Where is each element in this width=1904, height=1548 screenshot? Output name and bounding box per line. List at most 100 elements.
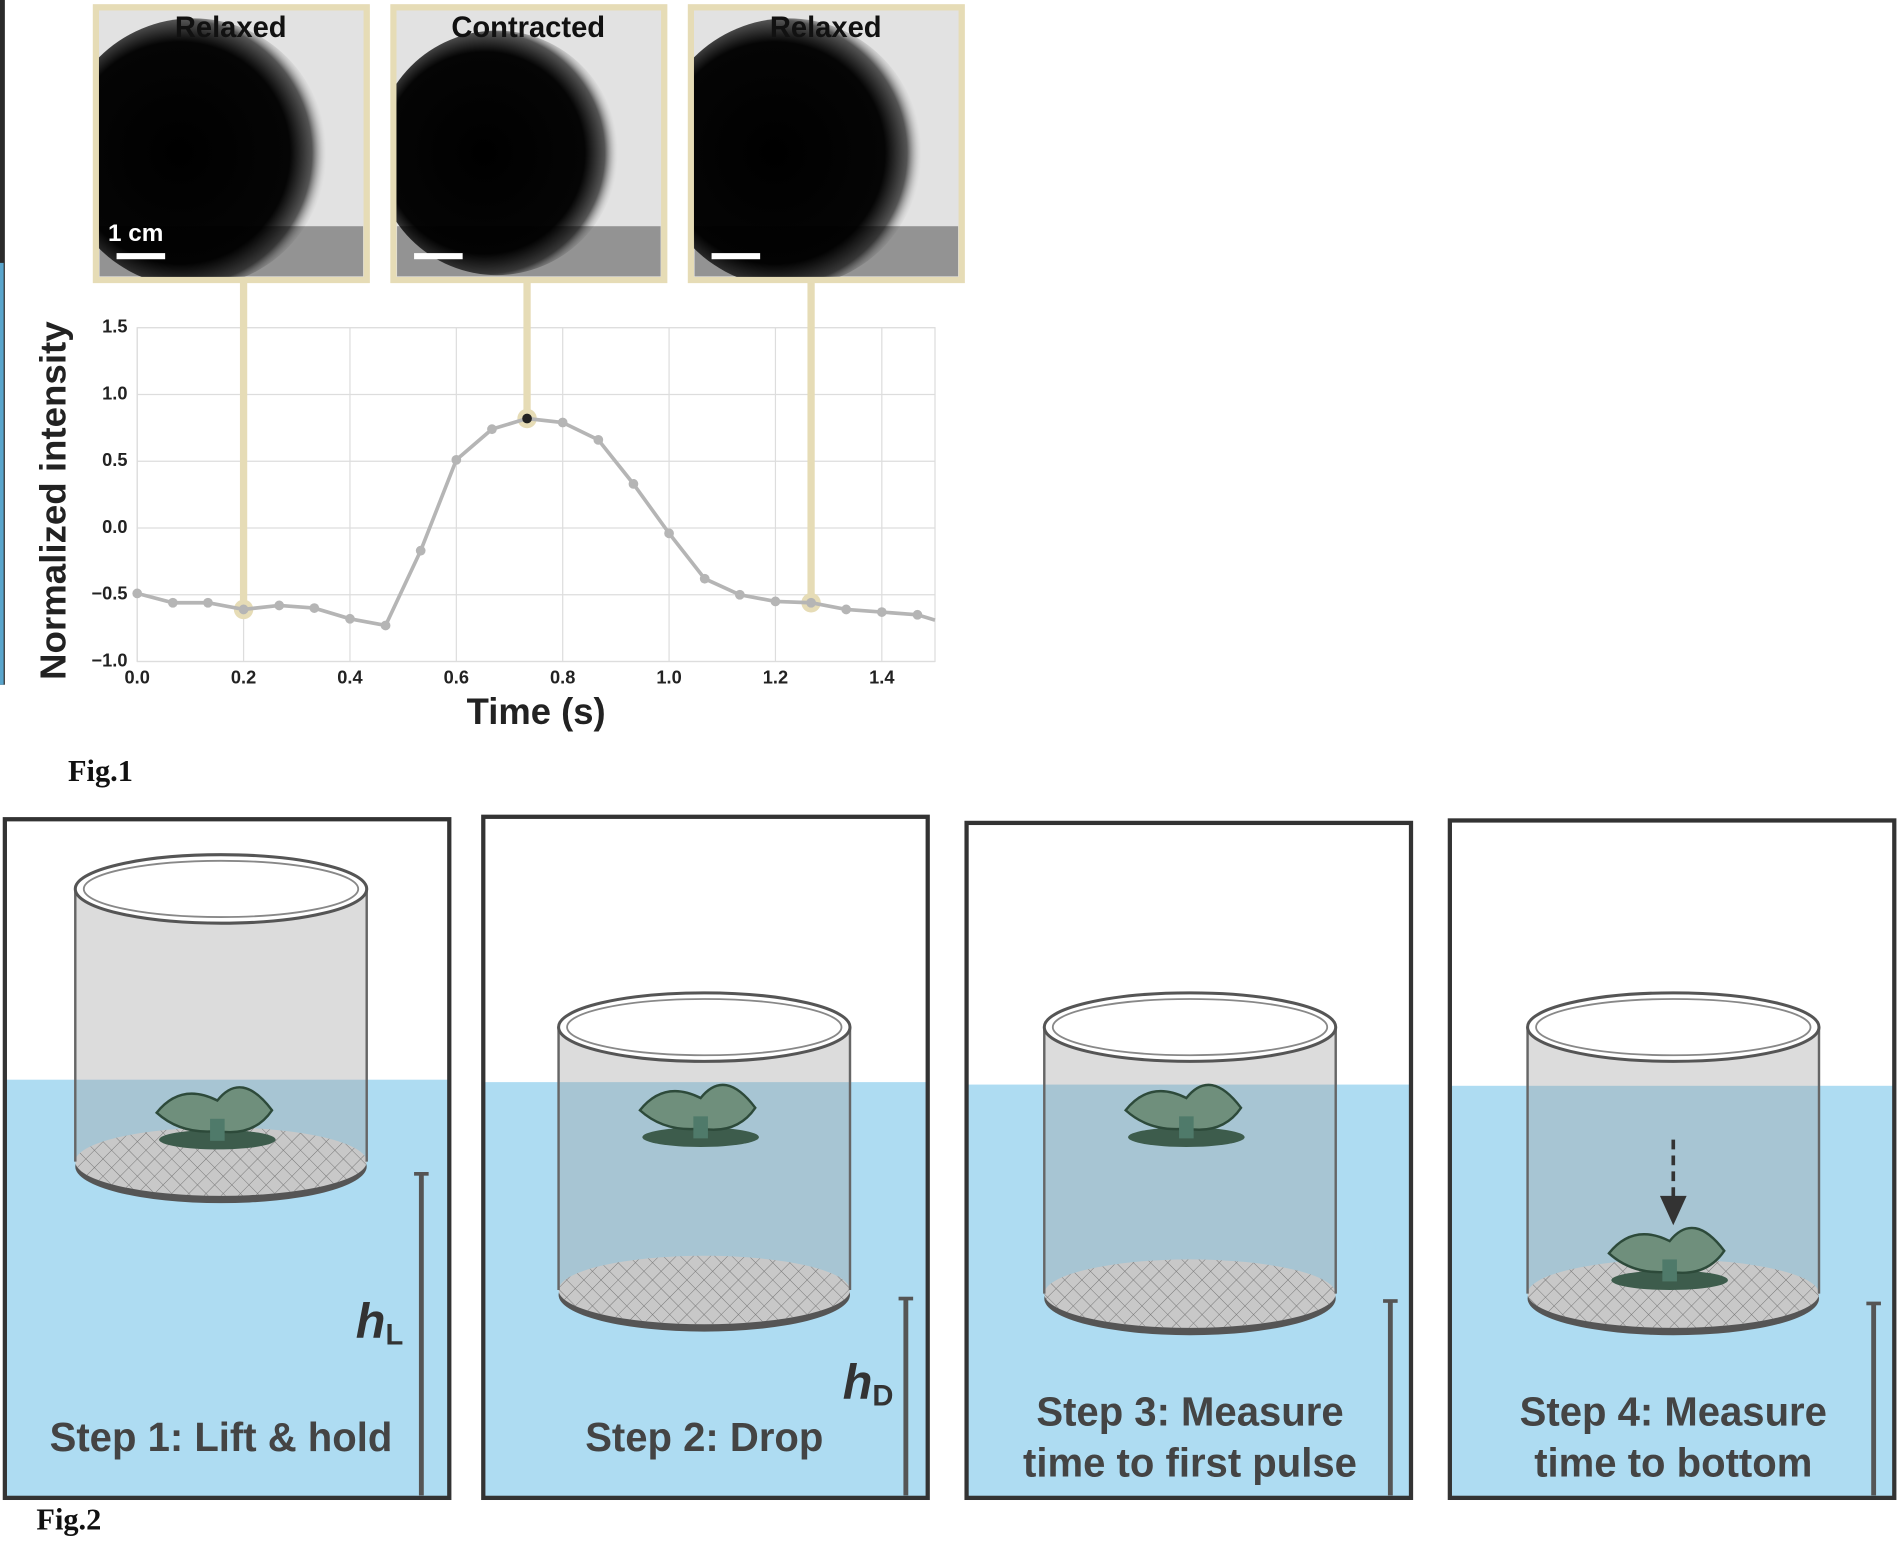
scale-bar [414,253,463,260]
step-label: time to first pulse [1023,1441,1357,1486]
point [876,607,887,617]
point [806,597,816,608]
point [274,600,285,611]
ground [694,226,959,277]
step-label: Step 1: Lift & hold [50,1415,393,1460]
cylinder-rim [1526,991,1821,1063]
arrow-head [1659,1195,1687,1226]
point [167,597,178,608]
jellyfish [154,1086,274,1134]
cylinder-rim [1051,998,1329,1057]
point [309,603,320,613]
image-frame-edge [92,4,370,284]
jellyfish [1607,1226,1726,1274]
point [628,479,639,489]
point [203,597,213,608]
image-frame-edge [687,4,965,284]
scale-label: 1 cm [108,220,163,247]
point [593,434,604,445]
point [451,454,462,465]
y-tick-label: 1.0 [102,382,127,403]
y-tick-label: 0.5 [102,449,127,470]
jellyfish [693,1116,708,1139]
height-label: hL [356,1294,403,1351]
mesh [558,1255,850,1325]
scale-bar [711,253,761,260]
panel-frame [481,814,930,1501]
x-tick-label: 1.0 [656,666,681,687]
point [912,609,923,620]
y-axis-label: Normalized intensity [33,321,74,680]
x-tick-label: 0.8 [550,666,575,687]
mesh [75,1127,367,1196]
y-tick-label: −1.0 [92,649,128,670]
jellyfish [210,1118,225,1141]
jellyfish [638,1083,757,1131]
point [522,413,532,424]
panel-label: Relaxed [770,12,882,44]
point [557,417,568,428]
jellyfish [1123,1083,1243,1131]
point [664,528,674,539]
mesh [1044,1259,1336,1328]
height-subscript: D [872,1380,893,1412]
step-label: Step 2: Drop [585,1415,823,1460]
edge-bar [0,262,4,685]
cylinder-rim [1535,998,1812,1057]
height-symbol: h [356,1294,386,1348]
cylinder-body [1044,1027,1336,1294]
x-tick-label: 0.4 [337,666,363,687]
panel-frame [964,820,1414,1501]
cylinder-rim [82,859,360,918]
panel-label: Relaxed [175,12,287,44]
image-frame-edge [390,4,668,284]
height-subscript: L [385,1319,403,1351]
x-tick-label: 1.2 [763,666,788,687]
point [415,545,426,556]
jellyfish [1662,1259,1677,1282]
figure-label: Fig.2 [36,1502,101,1536]
cylinder-rim [73,853,369,925]
mesh [1527,1259,1819,1328]
cylinder-rim [557,991,852,1063]
point [841,604,852,615]
panel-frame [2,817,452,1501]
jellyfish [1179,1116,1194,1139]
x-axis-label: Time (s) [467,691,606,732]
cylinder-rim [1042,991,1338,1063]
jelly-image [95,18,327,281]
ground [397,226,661,277]
step-label: Step 3: Measure [1036,1389,1343,1434]
chart: −1.0 −0.5 0.0 0.5 1.0 1.5 0.0 0.2 0.4 0.6 0.8 1.0 1.… [33,4,965,732]
cylinder-body [558,1027,850,1290]
x-tick-label: 0.2 [231,666,256,687]
point [770,596,781,607]
x-tick-label: 0.6 [444,666,469,687]
jelly-image [690,18,922,281]
step-label: Step 4: Measure [1520,1389,1827,1434]
y-tick-label: 0.0 [102,516,127,537]
point [734,589,745,600]
height-symbol: h [843,1355,873,1409]
x-tick-label: 1.4 [869,666,895,687]
x-tick-label: 0.0 [125,666,150,687]
ground [99,226,364,277]
y-tick-label: 1.5 [102,315,127,336]
point [238,604,249,615]
point [487,424,497,435]
point [345,613,355,624]
cylinder-rim [566,998,843,1057]
step-label: time to bottom [1534,1441,1812,1486]
y-tick-label: −0.5 [92,583,128,604]
jelly-image [393,30,619,276]
line [136,416,936,628]
point [380,620,391,631]
figure-label: Fig.1 [68,754,133,788]
panel-label: Contracted [451,12,605,44]
point [132,588,143,599]
panel-frame [1447,818,1897,1501]
point [699,573,710,584]
scale-bar [116,253,166,260]
